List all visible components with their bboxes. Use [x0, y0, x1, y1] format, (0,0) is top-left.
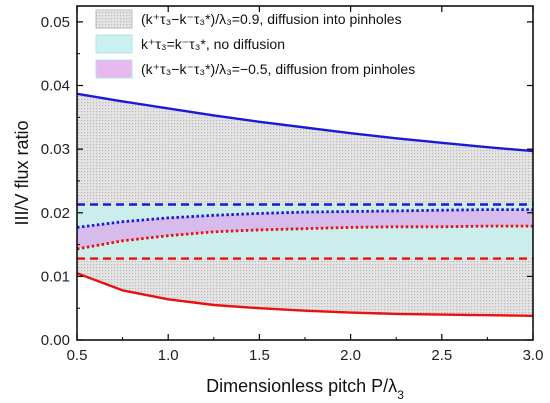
axis-ticks: 0.5 1.0 1.5 2.0 2.5 3.0 0.00 0.01 0.02 0.03 0.04 0.…	[41, 6, 544, 364]
legend-label-from: (k⁺τ₃−k⁻τ₃*)/λ₃=−0.5, diffusion from pin…	[141, 61, 415, 77]
series-line-red_dot	[77, 224, 533, 251]
series-line-red_solid	[77, 272, 533, 317]
y-tick-label: 0.02	[41, 205, 70, 222]
x-tick-label: 2.0	[340, 347, 361, 364]
legend-label-into: (k⁺τ₃−k⁻τ₃*)/λ₃=0.9, diffusion into pinh…	[141, 11, 402, 27]
y-tick-label: 0.01	[41, 268, 70, 285]
x-tick-label: 2.5	[431, 347, 452, 364]
band-from	[77, 209, 533, 249]
y-tick-label: 0.05	[41, 14, 70, 31]
x-tick-label: 1.5	[249, 347, 270, 364]
y-tick-label: 0.03	[41, 141, 70, 158]
legend-swatch-from	[95, 59, 133, 79]
x-tick-label: 0.5	[67, 347, 88, 364]
x-axis-label: Dimensionless pitch P/λ3	[206, 376, 404, 402]
y-axis-label: III/V flux ratio	[12, 120, 32, 225]
legend: (k⁺τ₃−k⁻τ₃*)/λ₃=0.9, diffusion into pinh…	[95, 9, 415, 79]
legend-swatch-into	[95, 9, 133, 29]
x-tick-label: 3.0	[523, 347, 544, 364]
legend-label-none: k⁺τ₃=k⁻τ₃*, no diffusion	[141, 36, 285, 52]
y-tick-label: 0.00	[41, 332, 70, 349]
x-tick-label: 1.0	[158, 347, 179, 364]
y-tick-label: 0.04	[41, 78, 70, 95]
series-line-blue_solid	[77, 92, 533, 153]
series-lines	[77, 92, 533, 317]
series-line-blue_dot	[77, 208, 533, 229]
legend-swatch-none	[95, 34, 133, 54]
